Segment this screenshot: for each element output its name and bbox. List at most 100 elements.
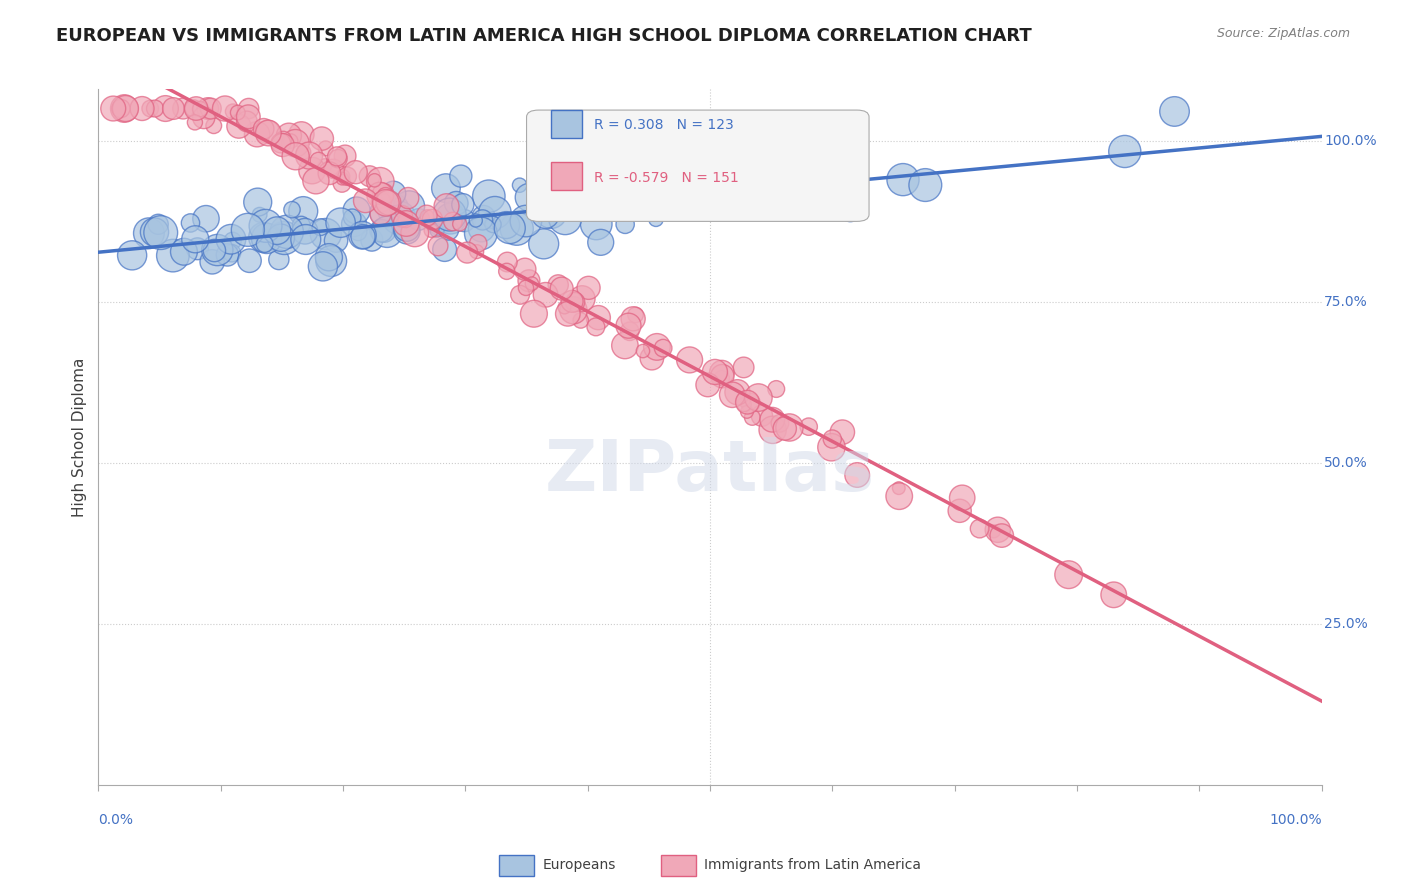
Point bbox=[773, 421, 796, 435]
Point bbox=[270, 136, 292, 150]
Point bbox=[453, 213, 475, 227]
Point bbox=[889, 489, 911, 503]
Point bbox=[262, 228, 284, 243]
Point bbox=[534, 208, 557, 222]
Point bbox=[548, 187, 571, 202]
Point bbox=[266, 224, 288, 238]
Point bbox=[426, 223, 449, 237]
Bar bbox=[499, 855, 534, 876]
Point bbox=[217, 248, 239, 262]
Point bbox=[703, 365, 725, 379]
Point bbox=[404, 226, 426, 240]
Point bbox=[391, 210, 413, 224]
Point bbox=[495, 264, 517, 278]
Point bbox=[679, 188, 702, 202]
Point bbox=[318, 250, 340, 264]
Point bbox=[188, 102, 211, 116]
Point bbox=[561, 294, 583, 309]
Point bbox=[599, 198, 621, 212]
Point bbox=[515, 214, 537, 228]
Point bbox=[359, 169, 381, 184]
Point bbox=[839, 204, 862, 219]
Point bbox=[360, 233, 382, 247]
Point bbox=[280, 134, 302, 148]
Point bbox=[253, 230, 276, 244]
Point bbox=[550, 282, 572, 296]
Point bbox=[395, 224, 418, 238]
Point bbox=[201, 255, 224, 269]
Point bbox=[533, 236, 555, 251]
Point bbox=[751, 409, 773, 423]
FancyBboxPatch shape bbox=[526, 110, 869, 221]
Text: EUROPEAN VS IMMIGRANTS FROM LATIN AMERICA HIGH SCHOOL DIPLOMA CORRELATION CHART: EUROPEAN VS IMMIGRANTS FROM LATIN AMERIC… bbox=[56, 27, 1032, 45]
Point bbox=[990, 528, 1012, 542]
Point bbox=[1057, 567, 1080, 582]
Point bbox=[292, 145, 315, 160]
Point bbox=[644, 182, 666, 196]
Point bbox=[194, 211, 217, 226]
Point bbox=[370, 195, 392, 210]
Point bbox=[820, 440, 842, 454]
Point bbox=[420, 223, 443, 237]
Point bbox=[336, 169, 359, 184]
Point bbox=[513, 262, 536, 277]
Point bbox=[484, 205, 506, 219]
Point bbox=[271, 133, 294, 147]
Point bbox=[315, 227, 337, 241]
Point bbox=[305, 174, 328, 188]
Point bbox=[415, 209, 437, 223]
Point bbox=[294, 224, 316, 238]
Point bbox=[138, 226, 160, 240]
Point bbox=[1102, 588, 1125, 602]
Point bbox=[560, 179, 582, 194]
Point bbox=[346, 203, 368, 218]
Point bbox=[121, 248, 143, 262]
Point bbox=[325, 234, 347, 248]
Point bbox=[238, 102, 260, 116]
Point bbox=[700, 189, 723, 203]
Point bbox=[641, 351, 664, 366]
Point bbox=[439, 211, 461, 226]
Point bbox=[381, 202, 404, 216]
Point bbox=[131, 102, 153, 116]
Point bbox=[200, 102, 222, 116]
Point bbox=[710, 371, 733, 385]
Point bbox=[112, 102, 135, 116]
Point bbox=[326, 152, 349, 166]
Point bbox=[292, 204, 315, 219]
Point bbox=[308, 153, 330, 168]
Point bbox=[309, 220, 332, 235]
Point bbox=[368, 188, 391, 202]
Point bbox=[149, 226, 172, 240]
Text: 75.0%: 75.0% bbox=[1324, 294, 1368, 309]
Point bbox=[727, 385, 749, 400]
Point bbox=[470, 221, 492, 235]
Point bbox=[914, 178, 936, 192]
Point bbox=[496, 255, 519, 269]
Point bbox=[202, 244, 225, 258]
Point bbox=[315, 141, 337, 155]
Point bbox=[110, 102, 132, 116]
Point bbox=[983, 524, 1005, 539]
Point bbox=[769, 174, 792, 188]
Point bbox=[631, 344, 654, 359]
Point bbox=[271, 138, 294, 153]
Point bbox=[478, 189, 501, 203]
Point bbox=[557, 307, 579, 321]
Bar bbox=[551, 110, 582, 138]
Point bbox=[238, 110, 260, 124]
Text: Immigrants from Latin America: Immigrants from Latin America bbox=[704, 858, 921, 872]
Point bbox=[969, 522, 991, 536]
Point bbox=[332, 169, 354, 184]
Point bbox=[221, 246, 243, 260]
Point bbox=[718, 178, 741, 193]
Point bbox=[446, 196, 468, 211]
Point bbox=[619, 324, 641, 338]
Point bbox=[267, 252, 290, 267]
Point bbox=[398, 199, 420, 213]
Point bbox=[155, 102, 177, 116]
Point bbox=[733, 360, 755, 375]
Point bbox=[143, 225, 166, 239]
Point bbox=[256, 231, 278, 245]
Point bbox=[509, 287, 531, 301]
